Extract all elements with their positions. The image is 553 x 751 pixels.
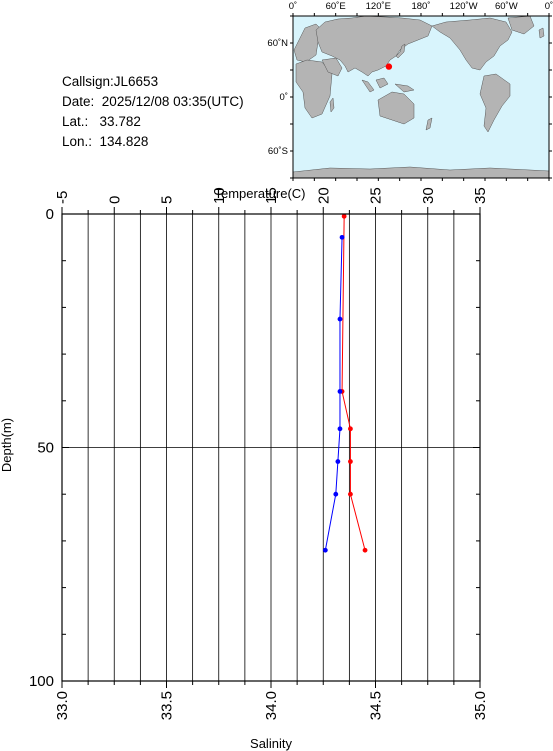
land-australia: [377, 91, 415, 125]
temperature-tick-label: 25: [368, 187, 385, 204]
depth-axis-label: Depth(m): [0, 418, 14, 472]
land-borneo: [375, 77, 389, 89]
land-arabia: [321, 57, 343, 77]
land-south-america: [479, 73, 511, 133]
map-lon-tick-label: 60˚E: [326, 1, 346, 12]
salinity-data-point: [333, 491, 339, 497]
world-map: 0˚ 60˚E 120˚E 180˚ 120˚W 60˚W 0˚ 60˚N 0˚ 60˚S: [267, 1, 553, 181]
salinity-tick-label: 33.0: [54, 691, 71, 720]
temperature-tick-label: 35: [472, 187, 489, 204]
lat-row: Lat.: 33.782: [62, 112, 244, 132]
station-info: Callsign:JL6653 Date: 2025/12/08 03:35(U…: [62, 72, 244, 152]
lon-row: Lon.: 134.828: [62, 132, 244, 152]
callsign-value: JL6653: [113, 74, 159, 89]
map-lon-tick-label: 0˚: [545, 1, 553, 12]
land-sumatra: [361, 79, 375, 93]
depth-tick-labels: 0 50 100: [29, 206, 54, 690]
series-layer: [322, 213, 368, 553]
salinity-data-point: [337, 316, 343, 322]
temperature-tick-label: 15: [263, 187, 280, 204]
land-uk: [538, 27, 545, 39]
salinity-data-point: [335, 459, 341, 464]
depth-tick-label: 100: [29, 673, 54, 690]
depth-tick-label: 0: [46, 206, 54, 223]
map-lat-tick-label: 60˚S: [268, 146, 288, 157]
map-land: [292, 15, 550, 179]
temperature-data-point: [348, 426, 353, 432]
date-label: Date:: [62, 94, 95, 109]
depth-tick-label: 50: [37, 440, 54, 457]
salinity-data-point: [322, 547, 328, 553]
map-lat-tick-labels: 60˚N 0˚ 60˚S: [267, 38, 288, 157]
temperature-profile-line: [341, 216, 366, 551]
map-lon-tick-label: 120˚W: [450, 1, 478, 12]
temperature-tick-label: 0: [106, 196, 123, 204]
map-lon-tick-label: 0˚: [289, 1, 297, 12]
temperature-tick-label: -5: [54, 191, 71, 204]
salinity-data-point: [337, 389, 343, 394]
date-row: Date: 2025/12/08 03:35(UTC): [62, 92, 244, 112]
map-lon-tick-label: 180˚: [411, 1, 430, 12]
salinity-data-point: [339, 234, 345, 240]
land-north-america: [431, 17, 513, 71]
land-madagascar: [329, 97, 335, 113]
lon-label: Lon.:: [62, 134, 93, 149]
date-value: 2025/12/08 03:35(UTC): [101, 94, 244, 109]
temperature-data-point: [341, 213, 347, 219]
temperature-data-point: [348, 459, 353, 464]
temperature-tick-label: 10: [211, 187, 228, 204]
callsign-row: Callsign:JL6653: [62, 72, 244, 92]
callsign-label: Callsign:: [62, 74, 114, 89]
map-lon-tick-label: 60˚W: [495, 1, 518, 12]
salinity-tick-label: 34.0: [263, 691, 280, 720]
temperature-axis-label: Temperature(C): [214, 186, 305, 201]
temperature-tick-label: 30: [420, 187, 437, 204]
salinity-data-point: [337, 426, 343, 432]
map-lat-tick-label: 0˚: [280, 92, 288, 103]
station-marker-dot: [385, 63, 393, 70]
salinity-axis-label: Salinity: [250, 736, 292, 751]
salinity-tick-labels: 33.0 33.5 34.0 34.5 35.0: [54, 691, 489, 720]
temperature-data-point: [348, 491, 353, 497]
plot-frame: [61, 213, 481, 682]
temperature-data-point: [362, 547, 368, 553]
land-newguinea: [394, 83, 415, 93]
map-lon-tick-labels: 0˚ 60˚E 120˚E 180˚ 120˚W 60˚W 0˚: [289, 1, 553, 12]
salinity-tick-label: 34.5: [368, 691, 385, 720]
lat-label: Lat.:: [62, 114, 89, 129]
map-lat-tick-label: 60˚N: [267, 38, 288, 49]
temperature-tick-label: 20: [315, 187, 332, 204]
land-newzealand: [425, 117, 433, 131]
lat-value: 33.782: [99, 114, 141, 129]
lon-value: 134.828: [99, 134, 149, 149]
land-africa: [295, 59, 333, 119]
salinity-tick-label: 35.0: [472, 691, 489, 720]
land-japan: [395, 43, 406, 59]
station-marker: [385, 63, 393, 70]
salinity-tick-label: 33.5: [159, 691, 176, 720]
map-frame-ticks: [290, 13, 552, 181]
temperature-tick-label: 5: [159, 196, 176, 204]
map-lon-tick-label: 120˚E: [366, 1, 391, 12]
temperature-tick-labels: -5 0 5 10 15 20 25 30 35: [54, 187, 489, 204]
